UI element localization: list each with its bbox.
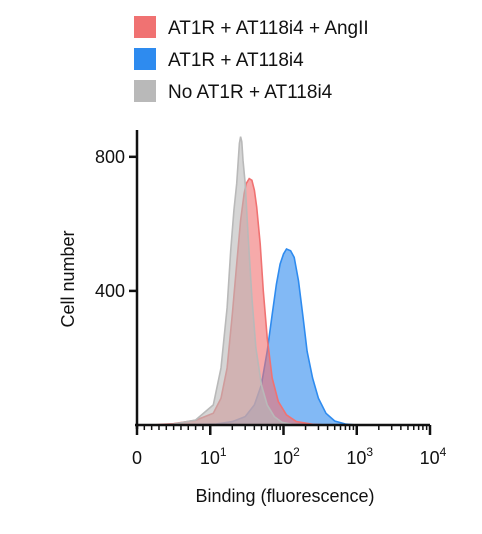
x-axis-label: Binding (fluorescence) [195,486,374,506]
plot-areas [151,136,357,426]
legend-label-at1r-at118i4-angii: AT1R + AT118i4 + AngII [168,18,369,39]
axes: 400 800 0 101 102 103 104 [95,130,447,468]
y-tick-label-800: 800 [95,147,125,167]
legend-swatch-at1r-at118i4-angii [134,16,156,38]
x-tick-label-10000: 104 [420,445,447,468]
area-no-at1r-at118i4 [158,136,306,426]
legend-swatch-at1r-at118i4 [134,48,156,70]
y-tick-label-400: 400 [95,281,125,301]
x-tick-label-1000: 103 [346,445,373,468]
legend-swatch-no-at1r-at118i4 [134,80,156,102]
x-tick-label-100: 102 [273,445,300,468]
x-tick-label-10: 101 [200,445,227,468]
y-axis-label: Cell number [58,230,78,327]
legend-label-at1r-at118i4: AT1R + AT118i4 [168,50,304,71]
legend: AT1R + AT118i4 + AngII AT1R + AT118i4 No A… [134,16,369,103]
x-tick-label-0: 0 [132,448,142,468]
legend-label-no-at1r-at118i4: No AT1R + AT118i4 [168,82,333,103]
